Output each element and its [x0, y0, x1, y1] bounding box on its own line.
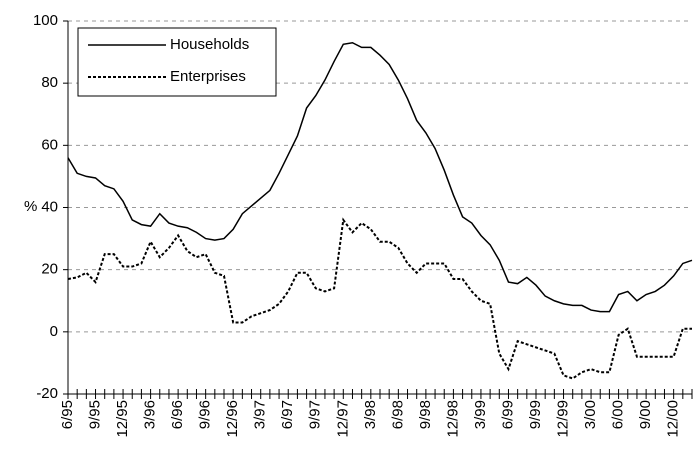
y-tick-label: 20 [41, 261, 58, 278]
x-tick-label: 12/00 [665, 400, 682, 438]
y-tick-label: -20 [36, 385, 58, 402]
series-line [67, 217, 692, 380]
x-tick-label: 9/99 [527, 400, 544, 429]
x-tick-label: 9/00 [637, 400, 654, 429]
y-tick-label: 80 [41, 74, 58, 91]
x-tick-label: 3/96 [142, 400, 159, 429]
x-tick-label: 3/97 [252, 400, 269, 429]
x-tick-label: 3/00 [582, 400, 599, 429]
x-tick-label: 6/95 [59, 400, 76, 429]
x-tick-label: 12/98 [444, 400, 461, 438]
legend-box [77, 27, 277, 97]
x-tick-label: 6/99 [499, 400, 516, 429]
x-tick-label: 12/99 [554, 400, 571, 438]
x-tick-label: 12/96 [224, 400, 241, 438]
x-tick-label: 3/98 [362, 400, 379, 429]
y-tick-label: 40 [41, 198, 58, 215]
x-tick-label: 9/95 [86, 400, 103, 429]
series-line [67, 41, 693, 313]
legend-label: Households [170, 36, 249, 53]
legend-label: Enterprises [170, 68, 246, 85]
x-tick-label: 9/96 [197, 400, 214, 429]
x-tick-label: 6/98 [389, 400, 406, 429]
x-tick-label: 6/97 [279, 400, 296, 429]
x-tick-label: 6/00 [610, 400, 627, 429]
x-tick-label: 12/97 [334, 400, 351, 438]
x-tick-label: 9/98 [417, 400, 434, 429]
y-tick-label: 0 [50, 323, 58, 340]
x-tick-label: 9/97 [307, 400, 324, 429]
x-tick-label: 12/95 [114, 400, 131, 438]
y-tick-label: 100 [33, 12, 58, 29]
y-tick-label: 60 [41, 136, 58, 153]
x-tick-label: 3/99 [472, 400, 489, 429]
y-axis-label: % [24, 198, 37, 215]
x-tick-label: 6/96 [169, 400, 186, 429]
